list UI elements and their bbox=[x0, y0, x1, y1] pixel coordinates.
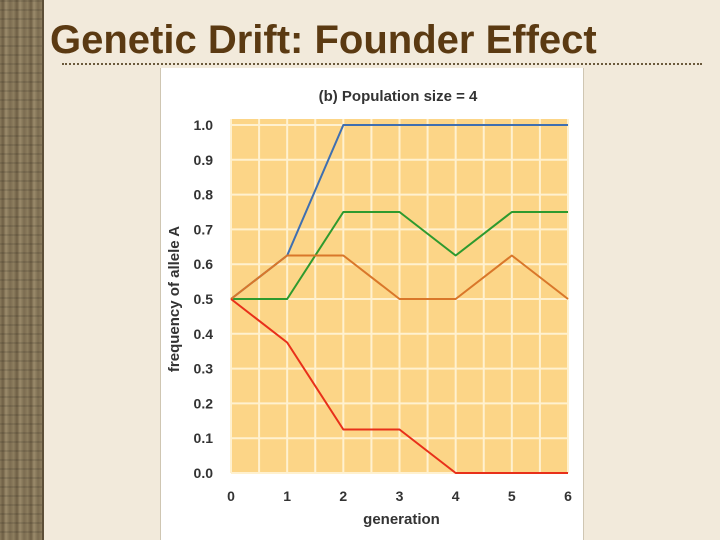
y-tick-label: 0.5 bbox=[194, 291, 214, 307]
y-tick-label: 0.7 bbox=[194, 221, 214, 237]
x-tick-label: 0 bbox=[227, 488, 235, 504]
y-axis-label: frequency of allele A bbox=[166, 226, 183, 372]
y-tick-label: 0.8 bbox=[194, 187, 214, 203]
y-tick-label: 0.9 bbox=[194, 152, 214, 168]
allele-frequency-chart: (b) Population size = 4 0.00.10.20.30.40… bbox=[166, 88, 573, 528]
series-lines bbox=[230, 124, 569, 474]
x-tick-label: 2 bbox=[339, 488, 347, 504]
chart-panel: (b) Population size = 4 0.0 0.1 0.2 0.3 0.4 0… bbox=[160, 68, 584, 540]
x-tick-label: 6 bbox=[564, 488, 572, 504]
y-tick-label: 0.6 bbox=[194, 256, 214, 272]
x-tick-label: 3 bbox=[396, 488, 404, 504]
y-tick-label: 0.0 bbox=[194, 465, 214, 481]
chart-title: (b) Population size = 4 bbox=[319, 88, 478, 105]
series-line-2 bbox=[231, 211, 568, 300]
x-tick-label: 1 bbox=[283, 488, 291, 504]
x-tick-label: 5 bbox=[508, 488, 516, 504]
y-tick-label: 0.1 bbox=[194, 430, 214, 446]
x-tick-label: 4 bbox=[452, 488, 460, 504]
axis-ticks: 0.0 0.1 0.2 0.3 0.4 0.5 0.6 0.7 0.8 0.9 1.0 0 1 2 3 4 5 6 bbox=[194, 117, 573, 504]
decorative-side-strip bbox=[0, 0, 44, 540]
title-divider bbox=[62, 63, 702, 65]
series-line-4 bbox=[230, 298, 568, 474]
page-title: Genetic Drift: Founder Effect bbox=[50, 18, 597, 62]
y-tick-label: 0.4 bbox=[194, 326, 214, 342]
y-tick-label: 0.3 bbox=[194, 361, 214, 377]
series-line-3 bbox=[230, 254, 569, 300]
y-tick-label: 1.0 bbox=[194, 117, 214, 133]
x-axis-label: generation bbox=[363, 511, 440, 528]
y-tick-label: 0.2 bbox=[194, 395, 214, 411]
